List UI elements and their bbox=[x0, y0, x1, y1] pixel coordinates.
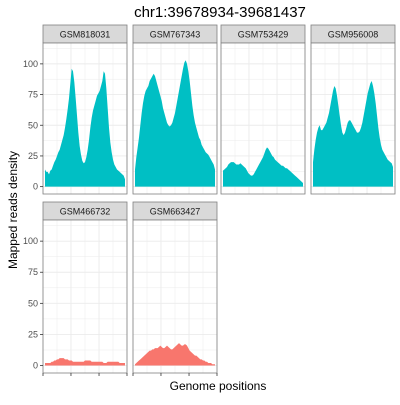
chart-title: chr1:39678934-39681437 bbox=[134, 4, 306, 21]
facet-strip-label: GSM956008 bbox=[328, 30, 379, 40]
y-tick-label: 0 bbox=[33, 182, 38, 192]
facet-panel-gsm956008: GSM956008 bbox=[311, 25, 395, 194]
y-tick-label: 100 bbox=[23, 59, 38, 69]
y-tick-label: 25 bbox=[28, 151, 38, 161]
y-axis: 0 25 50 75 100 0 25 50 75 100 bbox=[23, 59, 43, 371]
y-axis-label: Mapped reads density bbox=[6, 151, 20, 269]
y-tick-label: 100 bbox=[23, 236, 38, 246]
y-tick-label: 25 bbox=[28, 329, 38, 339]
y-tick-label: 0 bbox=[33, 361, 38, 371]
facet-panel-gsm466732: GSM466732 bbox=[43, 202, 127, 373]
facet-panel-gsm663427: GSM663427 bbox=[133, 202, 217, 373]
facet-strip-label: GSM767343 bbox=[150, 30, 201, 40]
facet-strip-label: GSM466732 bbox=[60, 207, 111, 217]
y-tick-label: 75 bbox=[28, 90, 38, 100]
y-tick-label: 50 bbox=[28, 120, 38, 130]
facet-strip-label: GSM663427 bbox=[150, 207, 201, 217]
panels-layer: GSM818031 GSM767343 GSM753429 GSM956008 GSM4… bbox=[43, 25, 395, 373]
y-tick-label: 50 bbox=[28, 298, 38, 308]
facet-panel-gsm818031: GSM818031 bbox=[43, 25, 127, 194]
y-tick-label: 75 bbox=[28, 267, 38, 277]
facet-panel-gsm753429: GSM753429 bbox=[221, 25, 305, 194]
facet-panel-gsm767343: GSM767343 bbox=[133, 25, 217, 194]
facet-strip-label: GSM753429 bbox=[238, 30, 289, 40]
x-axis-label: Genome positions bbox=[170, 379, 267, 393]
facet-strip-label: GSM818031 bbox=[60, 30, 111, 40]
x-axis bbox=[43, 373, 217, 376]
